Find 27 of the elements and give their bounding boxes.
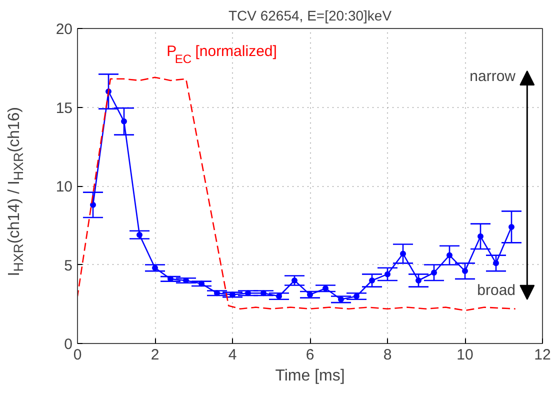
y-tick-label: 10 [56, 178, 73, 196]
x-tick-label: 6 [306, 346, 314, 364]
point [478, 233, 484, 240]
y-tick-label: 15 [56, 100, 73, 117]
point [462, 268, 468, 274]
chart-title: TCV 62654, E=[20:30]keV [228, 8, 392, 24]
annotation: narrow [470, 68, 516, 85]
point [493, 260, 499, 266]
annotation: broad [477, 282, 516, 299]
point [90, 202, 96, 208]
y-tick-label: 20 [56, 21, 73, 38]
x-tick-label: 8 [383, 346, 392, 364]
x-tick-label: 2 [150, 346, 160, 364]
y-tick-label: 5 [64, 257, 72, 274]
x-tick-label: 12 [534, 346, 551, 364]
point [416, 278, 422, 284]
point [384, 271, 390, 278]
point [400, 250, 406, 257]
y-tick-label: 0 [64, 336, 72, 353]
point [369, 278, 375, 284]
x-axis-title: Time [ms] [275, 368, 345, 384]
x-tick-label: 4 [228, 346, 237, 364]
point [508, 224, 514, 230]
x-tick-label: 10 [456, 346, 474, 364]
point [431, 270, 437, 276]
point [121, 118, 127, 124]
point [446, 252, 452, 258]
